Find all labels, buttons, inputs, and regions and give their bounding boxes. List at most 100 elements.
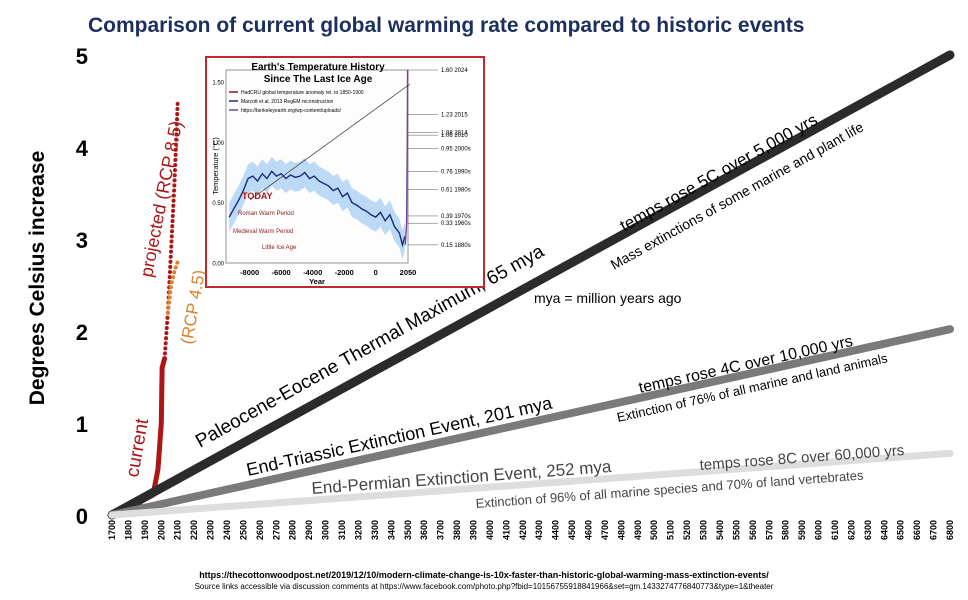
inset-value-label: 1.06 2010 <box>441 133 468 139</box>
inset-y-tick-label: 0.50 <box>212 201 224 207</box>
x-tick-label: 6200 <box>846 520 856 540</box>
series-line <box>108 449 954 519</box>
x-tick-label: 3100 <box>337 520 347 540</box>
label-rcp85: projected (RCP 8.5) <box>136 119 186 279</box>
x-tick-label: 2500 <box>238 520 248 540</box>
y-tick-label: 0 <box>76 504 88 529</box>
x-tick-label: 6300 <box>863 520 873 540</box>
x-tick-label: 3600 <box>419 520 429 540</box>
label-mya: mya = million years ago <box>534 290 682 306</box>
x-ticks: 1700 1800 1900 2000 2100 2200 2300 2400 2500 2600… <box>107 520 955 540</box>
x-tick-label: 5700 <box>764 520 774 540</box>
x-tick-label: 2700 <box>271 520 281 540</box>
inset-title: Earth's Temperature History <box>251 62 385 73</box>
inset-x-tick-label: -8000 <box>240 268 259 277</box>
x-tick-label: 5500 <box>731 520 741 540</box>
inset-x-tick-label: 2050 <box>400 268 417 277</box>
x-tick-label: 5600 <box>748 520 758 540</box>
x-tick-label: 1700 <box>107 520 117 540</box>
x-tick-label: 5000 <box>649 520 659 540</box>
chart-title: Comparison of current global warming rat… <box>88 14 805 37</box>
x-tick-label: 3500 <box>403 520 413 540</box>
x-tick-label: 3900 <box>468 520 478 540</box>
inset-today-label: TODAY <box>242 191 273 201</box>
x-tick-label: 4700 <box>600 520 610 540</box>
inset-roman-label: Roman Warm Period <box>238 211 294 217</box>
x-tick-label: 3800 <box>452 520 462 540</box>
inset-x-tick-label: 0 <box>374 268 378 277</box>
y-tick-label: 3 <box>76 228 88 253</box>
x-tick-label: 6100 <box>830 520 840 540</box>
y-axis-label: Degrees Celsius increase <box>26 151 49 405</box>
inset-subtitle: Since The Last Ice Age <box>264 74 373 85</box>
inset-value-label: 1.60 2024 <box>441 68 468 74</box>
x-tick-label: 6600 <box>912 520 922 540</box>
x-tick-label: 1900 <box>140 520 150 540</box>
x-tick-label: 1800 <box>123 520 133 540</box>
x-tick-label: 5200 <box>682 520 692 540</box>
x-tick-label: 2100 <box>173 520 183 540</box>
inset-x-axis-label: Year <box>309 277 325 286</box>
x-tick-label: 4200 <box>518 520 528 540</box>
x-tick-label: 3400 <box>386 520 396 540</box>
source-note: Source links accessible via discussion c… <box>194 582 774 591</box>
x-tick-label: 3200 <box>353 520 363 540</box>
x-tick-label: 2900 <box>304 520 314 540</box>
x-tick-label: 2600 <box>255 520 265 540</box>
inset-value-label: 0.33 1960s <box>441 221 471 227</box>
inset-x-tick-label: -4000 <box>303 268 322 277</box>
inset-value-label: 0.15 1880s <box>441 243 471 249</box>
x-tick-label: 5300 <box>699 520 709 540</box>
inset-value-label: 0.61 1980s <box>441 187 471 193</box>
x-tick-label: 4600 <box>584 520 594 540</box>
series-line <box>162 99 180 361</box>
inset-value-label: 0.95 2000s <box>441 146 471 152</box>
x-tick-label: 4500 <box>567 520 577 540</box>
x-tick-label: 4900 <box>633 520 643 540</box>
series-line <box>108 325 954 519</box>
inset-leader-line <box>249 83 411 201</box>
x-tick-label: 2000 <box>156 520 166 540</box>
label-permian-rate: temps rose 8C over 60,000 yrs <box>699 442 905 474</box>
series-lines <box>107 50 955 520</box>
x-tick-label: 4300 <box>534 520 544 540</box>
x-tick-label: 5900 <box>797 520 807 540</box>
inset-uncertainty-band <box>229 156 405 260</box>
x-tick-label: 6800 <box>945 520 955 540</box>
x-tick-label: 2800 <box>288 520 298 540</box>
series-line <box>107 50 955 520</box>
x-tick-label: 4100 <box>501 520 511 540</box>
inset-instrumental-line <box>404 69 409 245</box>
inset-value-label: 1.08 2014 <box>441 131 468 137</box>
inset-little-ice-label: Little Ice Age <box>262 245 297 251</box>
inset-legend-label: Marcott et al. 2013 RegEM reconstruction <box>241 99 333 105</box>
inset-y-axis-label: Temperature (°C) <box>211 137 220 195</box>
x-tick-label: 3000 <box>321 520 331 540</box>
x-tick-label: 3700 <box>436 520 446 540</box>
inset-medieval-label: Medieval Warm Period <box>233 229 293 235</box>
x-tick-label: 5400 <box>715 520 725 540</box>
y-tick-label: 2 <box>76 320 88 345</box>
inset-value-label: 0.39 1970s <box>441 214 471 220</box>
inset-legend-label: HadCRU global temperature anomaly rel. t… <box>241 90 364 96</box>
inset-chart: -8000 -6000 -4000 -2000 0 2050 0.00 0.50 1.00 1.5… <box>205 56 485 288</box>
y-tick-label: 4 <box>76 136 89 161</box>
inset-reconstruction-line <box>228 170 406 248</box>
inset-y-tick-label: 1.00 <box>212 141 224 147</box>
y-tick-label: 1 <box>76 412 88 437</box>
x-tick-label: 6400 <box>879 520 889 540</box>
x-tick-label: 4400 <box>551 520 561 540</box>
x-tick-label: 5800 <box>781 520 791 540</box>
series-line <box>165 260 180 315</box>
inset-y-tick-label: 0.00 <box>212 262 224 268</box>
inset-value-label: 0.76 1990s <box>441 169 471 175</box>
x-tick-label: 2200 <box>189 520 199 540</box>
inset-x-tick-label: -6000 <box>272 268 291 277</box>
x-tick-label: 4000 <box>485 520 495 540</box>
x-tick-label: 6700 <box>929 520 939 540</box>
label-current: current <box>122 416 153 479</box>
label-rcp45: (RCP 4.5) <box>177 268 209 345</box>
y-tick-label: 5 <box>76 44 88 69</box>
x-tick-label: 2300 <box>206 520 216 540</box>
